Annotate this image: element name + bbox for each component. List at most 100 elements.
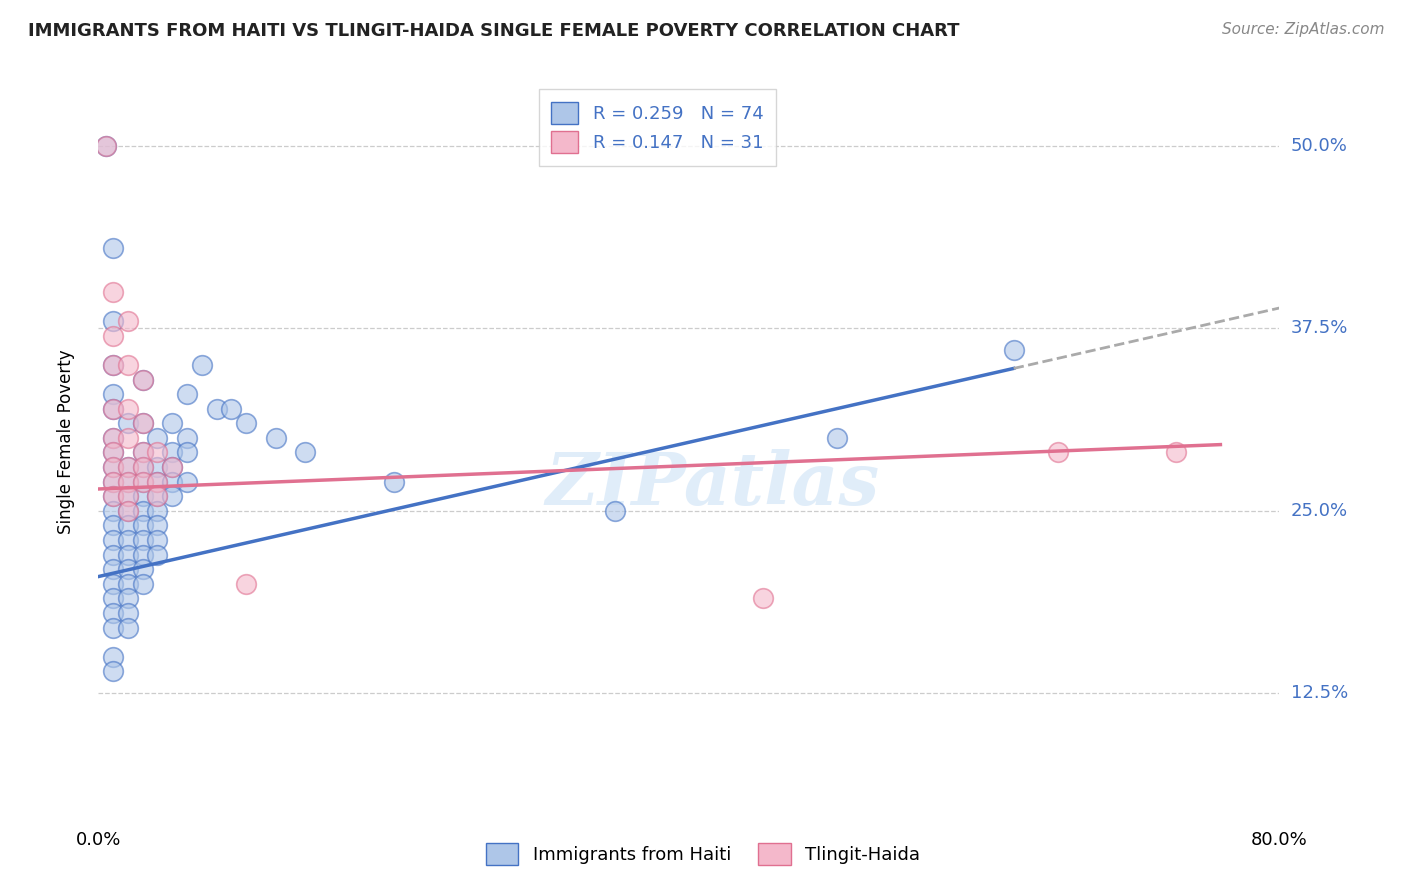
Point xyxy=(103,358,125,372)
Point xyxy=(117,489,139,503)
Point xyxy=(176,431,198,445)
Point xyxy=(103,606,125,620)
Point xyxy=(117,518,139,533)
Y-axis label: Single Female Poverty: Single Female Poverty xyxy=(56,350,75,533)
Point xyxy=(117,475,139,489)
Point xyxy=(103,489,125,503)
Point xyxy=(103,358,125,372)
Point xyxy=(132,548,155,562)
Point xyxy=(117,358,139,372)
Point xyxy=(825,431,848,445)
Point xyxy=(94,139,117,153)
Point xyxy=(1046,445,1070,459)
Point xyxy=(132,489,155,503)
Point xyxy=(103,241,125,255)
Point xyxy=(103,387,125,401)
Point xyxy=(132,445,155,459)
Point xyxy=(1002,343,1025,358)
Text: Source: ZipAtlas.com: Source: ZipAtlas.com xyxy=(1222,22,1385,37)
Text: 50.0%: 50.0% xyxy=(1291,137,1347,155)
Point xyxy=(146,475,169,489)
Point xyxy=(146,489,169,503)
Point xyxy=(605,504,627,518)
Point xyxy=(235,577,257,591)
Point xyxy=(162,460,183,475)
Text: 25.0%: 25.0% xyxy=(1291,502,1348,520)
Point xyxy=(103,665,125,679)
Point xyxy=(117,401,139,416)
Point xyxy=(103,649,125,664)
Point xyxy=(132,475,155,489)
Point xyxy=(176,387,198,401)
Point xyxy=(176,475,198,489)
Point xyxy=(162,445,183,459)
Point xyxy=(103,562,125,576)
Point xyxy=(132,417,155,431)
Point xyxy=(132,518,155,533)
Point xyxy=(117,562,139,576)
Point xyxy=(132,460,155,475)
Point xyxy=(146,533,169,547)
Point xyxy=(146,518,169,533)
Point xyxy=(132,562,155,576)
Point xyxy=(103,445,125,459)
Point xyxy=(162,489,183,503)
Text: 0.0%: 0.0% xyxy=(76,830,121,848)
Point xyxy=(117,314,139,328)
Point xyxy=(117,417,139,431)
Point xyxy=(162,475,183,489)
Point xyxy=(162,460,183,475)
Point xyxy=(103,548,125,562)
Point xyxy=(221,401,243,416)
Point xyxy=(146,431,169,445)
Point xyxy=(117,475,139,489)
Point xyxy=(132,460,155,475)
Point xyxy=(103,621,125,635)
Point xyxy=(103,591,125,606)
Point xyxy=(103,533,125,547)
Point xyxy=(103,314,125,328)
Point xyxy=(146,548,169,562)
Point xyxy=(117,548,139,562)
Point xyxy=(103,328,125,343)
Point xyxy=(132,533,155,547)
Point xyxy=(103,431,125,445)
Point xyxy=(117,621,139,635)
Point xyxy=(132,577,155,591)
Point xyxy=(264,431,287,445)
Point xyxy=(103,285,125,299)
Point xyxy=(94,139,117,153)
Point xyxy=(117,504,139,518)
Point xyxy=(382,475,405,489)
Point xyxy=(117,431,139,445)
Point xyxy=(103,475,125,489)
Point xyxy=(146,489,169,503)
Text: 12.5%: 12.5% xyxy=(1291,684,1348,702)
Point xyxy=(103,475,125,489)
Point xyxy=(132,372,155,386)
Point xyxy=(117,504,139,518)
Point xyxy=(752,591,775,606)
Point xyxy=(103,431,125,445)
Point xyxy=(146,504,169,518)
Point xyxy=(117,460,139,475)
Text: ZIPatlas: ZIPatlas xyxy=(546,450,880,520)
Point xyxy=(132,372,155,386)
Point xyxy=(146,445,169,459)
Point xyxy=(132,445,155,459)
Point xyxy=(1166,445,1188,459)
Point xyxy=(103,518,125,533)
Text: 37.5%: 37.5% xyxy=(1291,319,1348,337)
Point xyxy=(117,591,139,606)
Point xyxy=(132,504,155,518)
Text: IMMIGRANTS FROM HAITI VS TLINGIT-HAIDA SINGLE FEMALE POVERTY CORRELATION CHART: IMMIGRANTS FROM HAITI VS TLINGIT-HAIDA S… xyxy=(28,22,960,40)
Point xyxy=(103,489,125,503)
Point xyxy=(117,533,139,547)
Point xyxy=(117,606,139,620)
Point xyxy=(103,401,125,416)
Point xyxy=(103,401,125,416)
Point xyxy=(176,445,198,459)
Point xyxy=(117,460,139,475)
Point xyxy=(117,489,139,503)
Point xyxy=(132,475,155,489)
